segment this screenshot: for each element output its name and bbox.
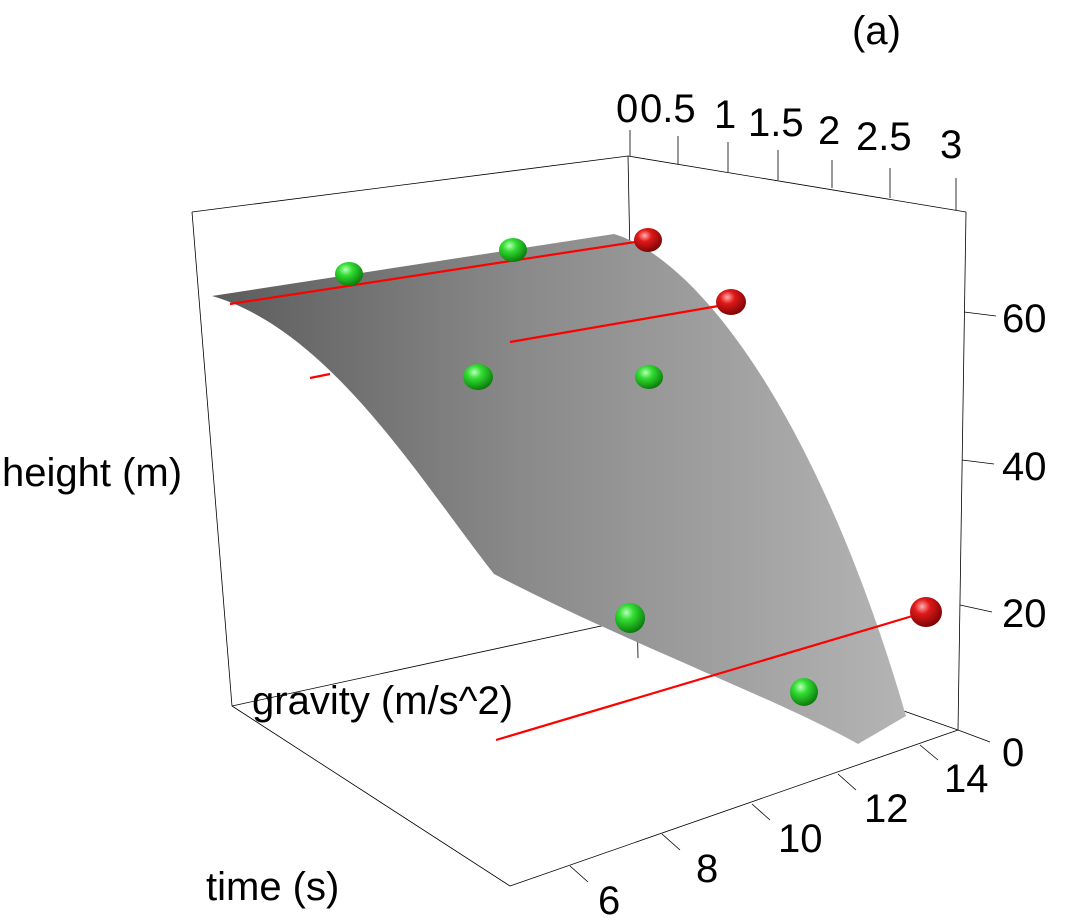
y-tick-label: 3 xyxy=(940,123,962,167)
green-point xyxy=(635,365,663,389)
red-segment xyxy=(229,238,649,306)
y-axis-label: gravity (m/s^2) xyxy=(252,679,513,723)
z-axis-tick-labels: 0 20 40 60 xyxy=(1002,297,1047,775)
y-tick-label: 0 xyxy=(616,87,638,131)
red-segments xyxy=(229,238,927,742)
z-tick-label: 40 xyxy=(1002,445,1047,489)
z-tick-label: 60 xyxy=(1002,297,1047,341)
z-tick-label: 20 xyxy=(1002,592,1047,636)
red-segment xyxy=(495,610,927,742)
y-tick-label: 1.5 xyxy=(748,101,804,145)
z-tick-label: 0 xyxy=(1002,731,1024,775)
x-tick-label: 14 xyxy=(944,757,989,801)
y-axis-tick-labels: 0 0.5 1 1.5 2 2.5 3 xyxy=(616,87,962,167)
y-tick-label: 1 xyxy=(714,93,736,137)
x-tick-label: 8 xyxy=(696,847,718,891)
red-segment xyxy=(309,372,331,380)
x-axis-tick-labels: 6 8 10 12 14 xyxy=(598,757,989,923)
green-point xyxy=(790,678,818,706)
z-axis-ticks xyxy=(957,311,997,743)
red-point xyxy=(634,228,662,252)
x-tick-label: 12 xyxy=(864,787,909,831)
x-axis-label: time (s) xyxy=(206,865,339,909)
red-point xyxy=(910,597,942,627)
panel-label: (a) xyxy=(852,9,901,53)
x-tick-label: 10 xyxy=(778,817,823,861)
z-axis-label: height (m) xyxy=(2,451,182,495)
x-axis-ticks xyxy=(569,744,939,883)
green-point xyxy=(335,262,363,286)
green-point xyxy=(499,238,527,262)
x-tick-label: 6 xyxy=(598,879,620,923)
red-point xyxy=(716,289,746,315)
red-segment xyxy=(509,302,731,344)
green-point xyxy=(615,603,645,633)
y-tick-label: 2 xyxy=(818,109,840,153)
red-points xyxy=(634,228,942,627)
y-tick-label: 2.5 xyxy=(856,115,912,159)
y-tick-label: 0.5 xyxy=(640,87,696,131)
y-axis-ticks xyxy=(629,130,957,210)
green-points xyxy=(335,238,818,706)
surface xyxy=(212,234,906,744)
green-point xyxy=(463,364,493,390)
